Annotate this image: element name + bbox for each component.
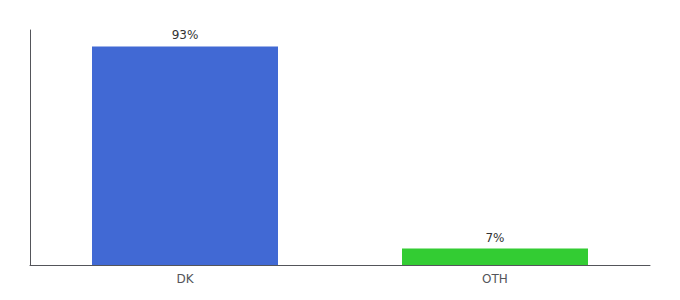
svg-text:7%: 7% bbox=[485, 231, 504, 245]
svg-text:DK: DK bbox=[176, 272, 194, 286]
svg-text:93%: 93% bbox=[172, 28, 199, 42]
svg-text:OTH: OTH bbox=[482, 272, 508, 286]
